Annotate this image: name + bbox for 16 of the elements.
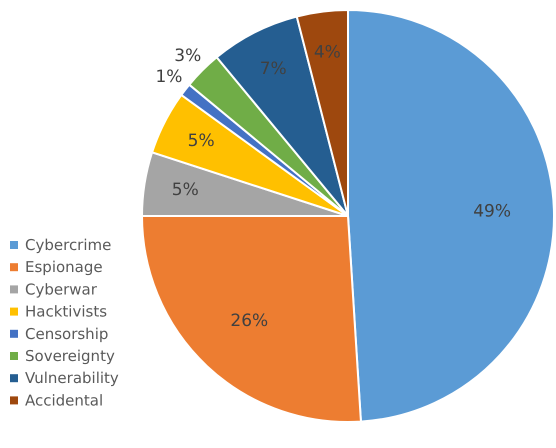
data-label: 5% <box>172 180 199 200</box>
data-label: 4% <box>314 42 341 62</box>
legend-label: Hacktivists <box>25 302 108 321</box>
data-label: 49% <box>473 201 512 222</box>
legend-label: Vulnerability <box>25 369 119 388</box>
legend-label: Cyberwar <box>25 280 98 298</box>
data-label: 7% <box>260 59 287 80</box>
data-label: 3% <box>174 46 202 66</box>
data-label: 26% <box>230 311 268 332</box>
data-label: 5% <box>188 131 215 152</box>
legend-label: Cybercrime <box>25 236 112 254</box>
data-label: 1% <box>155 67 182 88</box>
legend-label: Espionage <box>25 258 103 276</box>
legend-label: Censorship <box>25 324 108 343</box>
legend-label: Accidental <box>25 391 104 410</box>
legend-label: Sovereignty <box>25 347 115 365</box>
